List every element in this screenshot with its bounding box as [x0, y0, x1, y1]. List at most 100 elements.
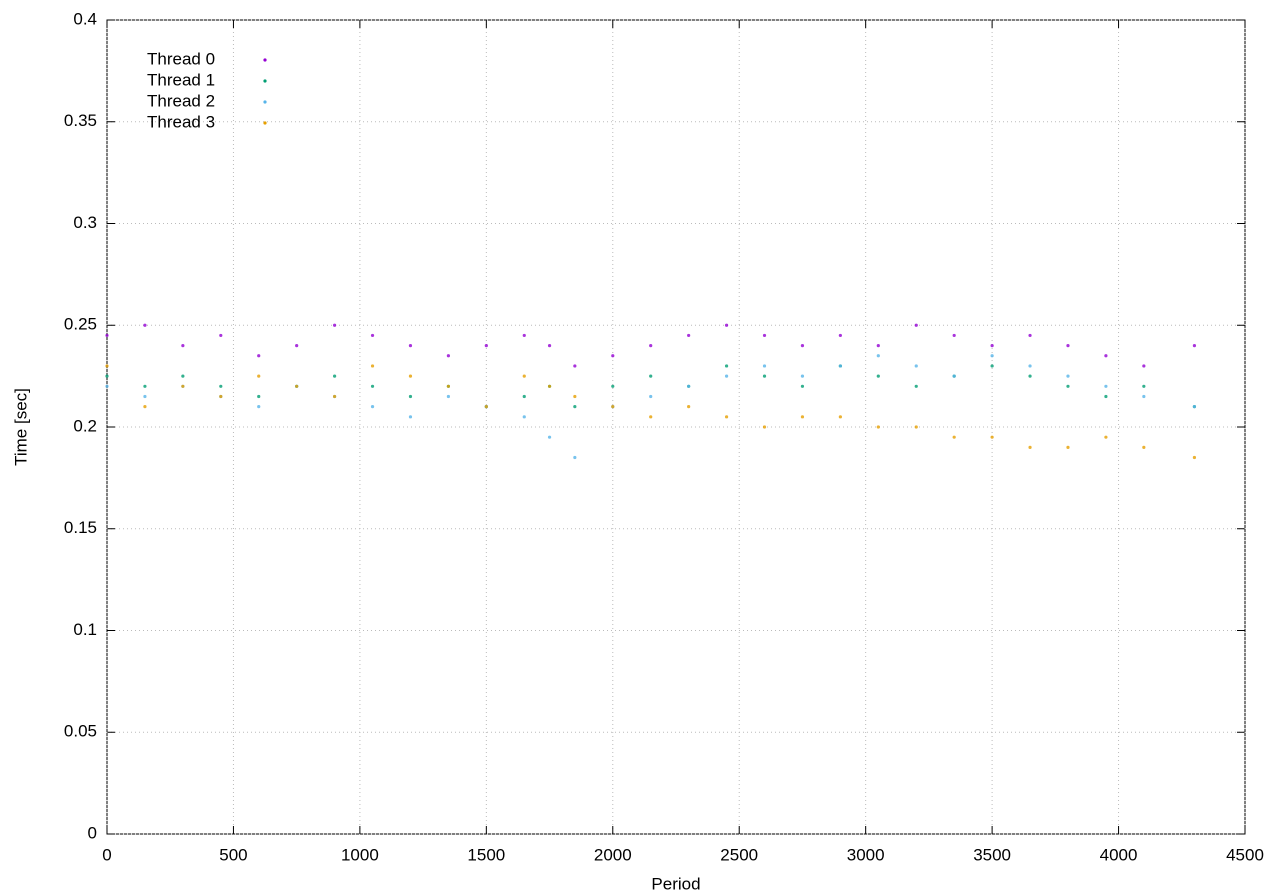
- y-tick-label: 0.4: [73, 9, 97, 28]
- point: [762, 374, 767, 378]
- point: [990, 354, 994, 358]
- point: [649, 344, 653, 348]
- point: [1066, 445, 1070, 449]
- point: [573, 405, 577, 409]
- point: [914, 364, 918, 368]
- y-tick-label: 0.3: [73, 213, 97, 232]
- point: [333, 394, 337, 399]
- x-tick-label: 4000: [1100, 845, 1138, 864]
- point: [649, 394, 653, 399]
- point: [522, 333, 526, 338]
- point: [370, 384, 375, 388]
- point: [914, 425, 918, 429]
- point: [724, 415, 729, 419]
- point: [547, 344, 552, 348]
- point: [181, 344, 185, 348]
- point: [1104, 394, 1108, 399]
- point: [724, 364, 729, 368]
- point: [1142, 364, 1146, 368]
- point: [1066, 384, 1070, 388]
- point: [1104, 384, 1108, 388]
- point: [408, 374, 413, 378]
- legend-label: Thread 1: [147, 70, 215, 89]
- point: [143, 323, 147, 327]
- point: [914, 384, 918, 388]
- legend-marker: [263, 58, 267, 62]
- point: [408, 394, 413, 399]
- point: [370, 364, 375, 368]
- point: [800, 344, 805, 348]
- x-tick-label: 1500: [467, 845, 505, 864]
- point: [522, 374, 526, 378]
- y-axis-label: Time [sec]: [11, 388, 30, 466]
- point: [522, 415, 526, 419]
- point: [219, 384, 223, 388]
- point: [687, 384, 691, 388]
- point: [1104, 435, 1108, 439]
- x-tick-label: 2000: [594, 845, 632, 864]
- point: [838, 415, 842, 419]
- point: [914, 323, 918, 327]
- point: [257, 374, 261, 378]
- point: [687, 333, 691, 338]
- point: [1192, 344, 1197, 348]
- point: [1028, 364, 1032, 368]
- point: [257, 405, 261, 409]
- point: [573, 455, 577, 460]
- point: [181, 374, 185, 378]
- point: [105, 333, 109, 338]
- point: [800, 415, 805, 419]
- point: [1066, 374, 1070, 378]
- legend-marker: [263, 121, 267, 125]
- point: [295, 344, 299, 348]
- point: [333, 374, 337, 378]
- point: [522, 394, 526, 399]
- point: [990, 435, 994, 439]
- point: [484, 405, 488, 409]
- point: [1028, 445, 1032, 449]
- y-tick-label: 0.2: [73, 416, 97, 435]
- point: [762, 364, 767, 368]
- point: [838, 333, 842, 338]
- point: [611, 354, 615, 358]
- point: [649, 415, 653, 419]
- point: [1142, 445, 1146, 449]
- point: [1142, 394, 1146, 399]
- point: [181, 384, 185, 388]
- point: [876, 354, 880, 358]
- point: [105, 384, 109, 388]
- point: [800, 374, 805, 378]
- point: [370, 405, 375, 409]
- point: [257, 354, 261, 358]
- x-tick-label: 3000: [847, 845, 885, 864]
- point: [1142, 384, 1146, 388]
- point: [724, 323, 729, 327]
- point: [1028, 333, 1032, 338]
- point: [876, 374, 880, 378]
- legend-marker: [263, 79, 267, 83]
- point: [611, 405, 615, 409]
- point: [547, 435, 552, 439]
- point: [876, 344, 880, 348]
- point: [143, 405, 147, 409]
- point: [446, 354, 450, 358]
- legend-marker: [263, 100, 267, 104]
- y-tick-label: 0.35: [64, 111, 97, 130]
- point: [333, 323, 337, 327]
- y-tick-label: 0.15: [64, 518, 97, 537]
- point: [952, 333, 956, 338]
- x-tick-label: 3500: [973, 845, 1011, 864]
- point: [408, 415, 413, 419]
- point: [687, 405, 691, 409]
- point: [370, 333, 375, 338]
- legend-label: Thread 2: [147, 91, 215, 110]
- y-tick-label: 0.1: [73, 620, 97, 639]
- point: [800, 384, 805, 388]
- point: [143, 394, 147, 399]
- point: [876, 425, 880, 429]
- point: [838, 364, 842, 368]
- point: [105, 364, 109, 368]
- point: [219, 333, 223, 338]
- y-tick-label: 0.25: [64, 315, 97, 334]
